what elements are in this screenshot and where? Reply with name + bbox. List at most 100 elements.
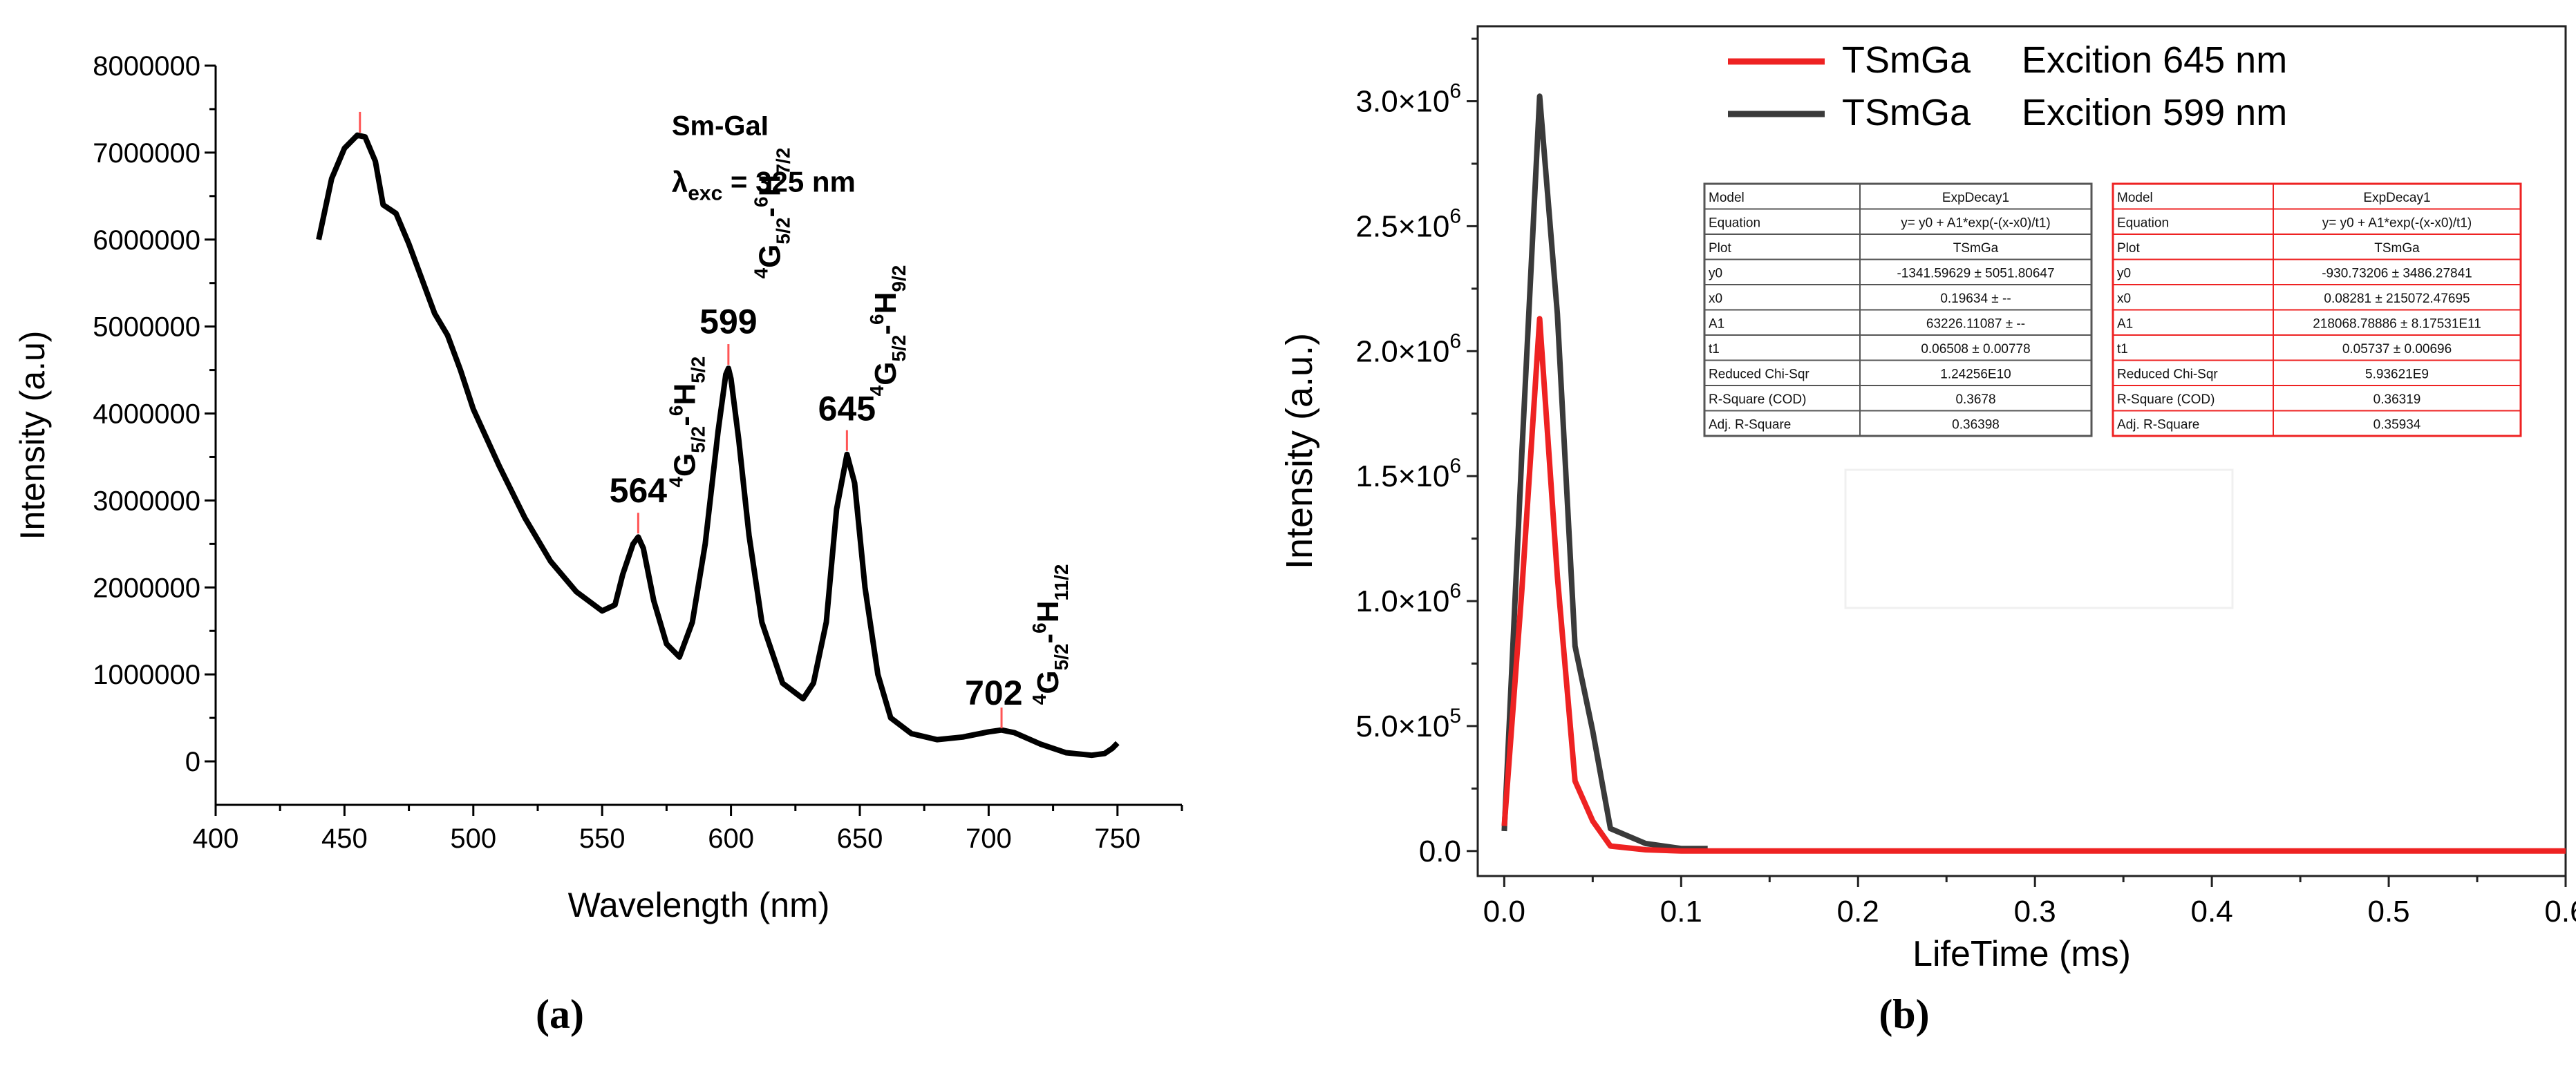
fit-table-param: Plot xyxy=(1709,241,1731,256)
x-tick-label: 500 xyxy=(450,824,496,854)
x-tick-label: 750 xyxy=(1094,824,1140,854)
fit-table-value: 0.05737 ± 0.00696 xyxy=(2342,342,2452,356)
fit-table-value: 0.06508 ± 0.00778 xyxy=(1921,342,2030,356)
fit-table-value: 0.3678 xyxy=(1955,392,1995,407)
sup: 6 xyxy=(750,196,771,207)
y-tick-label: 1.0×106 xyxy=(1356,580,1462,618)
transition-label-599: 4G5/2-6H7/2 xyxy=(750,148,793,279)
fit-table-param: Adj. R-Square xyxy=(1709,418,1791,432)
legend-series-name: TSmGa xyxy=(1842,39,1971,81)
fit-table-value: 0.36319 xyxy=(2373,392,2421,407)
mantissa: 5.0×10 xyxy=(1356,710,1450,743)
fit-table-param: Model xyxy=(2117,191,2153,205)
mantissa: 0.0 xyxy=(1419,835,1461,868)
emission-spectrum-line xyxy=(316,132,1120,759)
x-tick-label: 0.5 xyxy=(2367,895,2409,929)
dash: - xyxy=(668,416,702,426)
transition-label-702: 4G5/2-6H11/2 xyxy=(1028,564,1072,705)
sup: 4 xyxy=(665,477,686,488)
fit-table-param: y0 xyxy=(2117,267,2131,281)
peak-label-702: 702 xyxy=(965,674,1022,712)
mantissa: 1.5×10 xyxy=(1356,459,1450,493)
fit-table-value: -930.73206 ± 3486.27841 xyxy=(2322,267,2472,281)
exponent: 6 xyxy=(1449,80,1461,103)
y-axis-title: Intensity (a.u) xyxy=(13,331,52,540)
sub: exc xyxy=(688,182,722,205)
sup: 6 xyxy=(1028,622,1050,634)
fit-table-value: TSmGa xyxy=(2374,241,2420,256)
x-tick-label: 0.6 xyxy=(2544,895,2576,929)
fit-table-value: -1341.59629 ± 5051.80647 xyxy=(1897,267,2054,281)
fit-table-param: x0 xyxy=(2117,292,2131,306)
fit-table-value: ExpDecay1 xyxy=(2363,191,2430,205)
ghost-frame xyxy=(1844,468,2234,609)
x-tick-label: 550 xyxy=(579,824,626,854)
dash: - xyxy=(1031,634,1065,644)
x-tick-label: 0.0 xyxy=(1483,895,1525,929)
x-tick-label: 650 xyxy=(837,824,883,854)
x-tick-label: 450 xyxy=(321,824,368,854)
fit-table-645nm: Model ExpDecay1 Equation y= y0 + A1*exp(-(x… xyxy=(2112,182,2522,437)
term: G xyxy=(753,245,787,268)
y-tick-label: 2000000 xyxy=(93,573,200,603)
sub: 9/2 xyxy=(888,265,910,292)
peak-label-599: 599 xyxy=(699,303,757,341)
decay-line-645nm xyxy=(1501,316,2566,854)
fit-table-param: Adj. R-Square xyxy=(2117,418,2199,432)
term: G xyxy=(1031,670,1065,694)
y-tick-label: 8000000 xyxy=(93,51,200,82)
panel-b-caption: (b) xyxy=(1879,991,1929,1037)
dash: - xyxy=(869,325,903,335)
y-tick-label: 5.0×105 xyxy=(1356,705,1462,743)
fit-table-value: ExpDecay1 xyxy=(1942,191,2009,205)
y-tick-label: 1000000 xyxy=(93,660,200,690)
term: H xyxy=(753,175,787,197)
sub: 5/2 xyxy=(1051,643,1072,670)
x-tick-label: 0.4 xyxy=(2191,895,2233,929)
fit-table-param: Equation xyxy=(1709,216,1760,231)
x-tick-label: 0.1 xyxy=(1660,895,1702,929)
exponent: 6 xyxy=(1449,455,1461,477)
fit-table-param: Reduced Chi-Sqr xyxy=(2117,368,2218,382)
term: G xyxy=(869,362,903,386)
fit-table-param: A1 xyxy=(2117,317,2133,332)
fit-table-value: y= y0 + A1*exp(-(x-x0)/t1) xyxy=(1901,216,2050,231)
term: G xyxy=(668,453,702,477)
fit-table-value: 0.36398 xyxy=(1952,418,2000,432)
sample-name: Sm-GaI xyxy=(672,111,769,142)
transition-label-645: 4G5/2-6H9/2 xyxy=(866,265,910,397)
y-tick-label: 1.5×106 xyxy=(1356,455,1462,493)
fit-table-value: 218068.78886 ± 8.17531E11 xyxy=(2313,317,2481,332)
fit-table-value: 0.19634 ± -- xyxy=(1940,292,2011,306)
mantissa: 1.0×10 xyxy=(1356,584,1450,618)
y-tick-label: 2.5×106 xyxy=(1356,204,1462,243)
exponent: 6 xyxy=(1449,580,1461,602)
y-tick-label: 6000000 xyxy=(93,225,200,256)
fit-table-param: R-Square (COD) xyxy=(1709,392,1806,407)
sub: 5/2 xyxy=(687,356,708,383)
exponent: 5 xyxy=(1449,705,1461,727)
x-tick-label: 0.3 xyxy=(2014,895,2056,929)
plot-frame xyxy=(1476,25,2567,877)
fit-table-value: 5.93621E9 xyxy=(2365,368,2429,382)
term: H xyxy=(668,383,702,406)
fit-table-param: Equation xyxy=(2117,216,2169,231)
sup: 6 xyxy=(665,406,686,417)
sup: 6 xyxy=(866,314,887,325)
fit-table-value: 0.35934 xyxy=(2373,418,2421,432)
y-tick-label: 4000000 xyxy=(93,399,200,430)
dash: - xyxy=(753,207,787,218)
y-tick-label: 3.0×106 xyxy=(1356,80,1462,119)
fit-table-param: A1 xyxy=(1709,317,1724,332)
fit-table-param: Plot xyxy=(2117,241,2140,256)
sup: 4 xyxy=(750,267,771,278)
sub: 5/2 xyxy=(687,426,708,453)
y-axis-title: Intensity (a.u.) xyxy=(1279,333,1320,569)
exponent: 6 xyxy=(1449,204,1461,227)
decay-line-599nm xyxy=(1501,93,1708,852)
lambda: λ xyxy=(672,166,688,198)
fit-table-param: t1 xyxy=(1709,342,1720,356)
sub: 5/2 xyxy=(772,218,793,245)
sup: 4 xyxy=(866,385,887,396)
